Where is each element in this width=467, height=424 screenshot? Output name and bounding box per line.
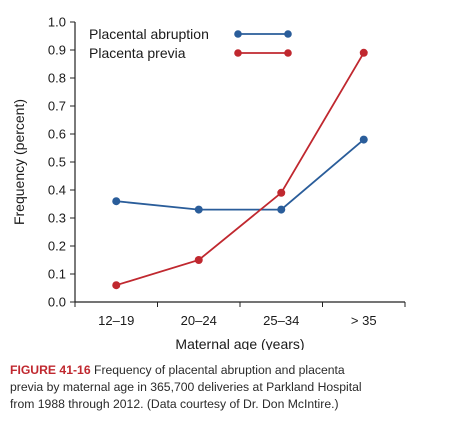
y-axis-label: Frequency (percent) bbox=[11, 99, 27, 225]
legend-marker bbox=[284, 49, 292, 57]
y-tick-label: 1.0 bbox=[48, 15, 66, 30]
data-point bbox=[277, 205, 286, 214]
y-tick-label: 0.4 bbox=[48, 183, 66, 198]
chart-axes bbox=[74, 22, 405, 303]
legend-label: Placental abruption bbox=[89, 26, 209, 42]
y-tick-label: 0.7 bbox=[48, 99, 66, 114]
x-tick-label: 20–24 bbox=[181, 313, 217, 328]
series-line-placenta-previa bbox=[115, 52, 365, 287]
chart-series bbox=[112, 48, 368, 290]
x-tick-label: > 35 bbox=[351, 313, 377, 328]
y-tick-label: 0.2 bbox=[48, 239, 66, 254]
y-tick-label: 0.1 bbox=[48, 267, 66, 282]
data-point bbox=[359, 135, 368, 144]
y-tick-label: 0.8 bbox=[48, 71, 66, 86]
series-line-placental-abruption bbox=[116, 138, 365, 211]
line-chart: 0.0 0.1 0.2 0.3 0.4 0.5 0.6 0.7 0.8 0.9 1.0 12–19 2… bbox=[11, 15, 406, 350]
y-tick-label: 0.3 bbox=[48, 211, 66, 226]
y-tick-label: 0.0 bbox=[48, 295, 66, 310]
x-axis-ticks: 12–19 20–24 25–34 > 35 bbox=[74, 302, 406, 328]
data-point bbox=[112, 281, 121, 290]
chart-legend: Placental abruption Placenta previa bbox=[89, 26, 292, 61]
figure-caption: FIGURE 41-16 Frequency of placental abru… bbox=[10, 362, 460, 413]
figure-caption-text: Frequency of placental abruption and pla… bbox=[10, 363, 362, 411]
data-point bbox=[194, 256, 203, 264]
data-point bbox=[277, 188, 286, 197]
y-tick-label: 0.6 bbox=[48, 127, 66, 142]
y-tick-label: 0.5 bbox=[48, 155, 66, 170]
legend-marker bbox=[284, 30, 292, 38]
legend-marker bbox=[234, 30, 242, 38]
y-axis-ticks: 0.0 0.1 0.2 0.3 0.4 0.5 0.6 0.7 0.8 0.9 1.0 bbox=[48, 15, 75, 310]
data-point bbox=[359, 48, 368, 57]
y-tick-label: 0.9 bbox=[48, 43, 66, 58]
x-tick-label: 25–34 bbox=[263, 313, 299, 328]
figure-label: FIGURE 41-16 bbox=[10, 363, 91, 377]
legend-marker bbox=[234, 49, 242, 57]
x-tick-label: 12–19 bbox=[98, 313, 134, 328]
x-axis-label: Maternal age (years) bbox=[175, 336, 304, 350]
legend-label: Placenta previa bbox=[89, 45, 186, 61]
data-point bbox=[112, 197, 121, 206]
data-point bbox=[194, 205, 203, 214]
